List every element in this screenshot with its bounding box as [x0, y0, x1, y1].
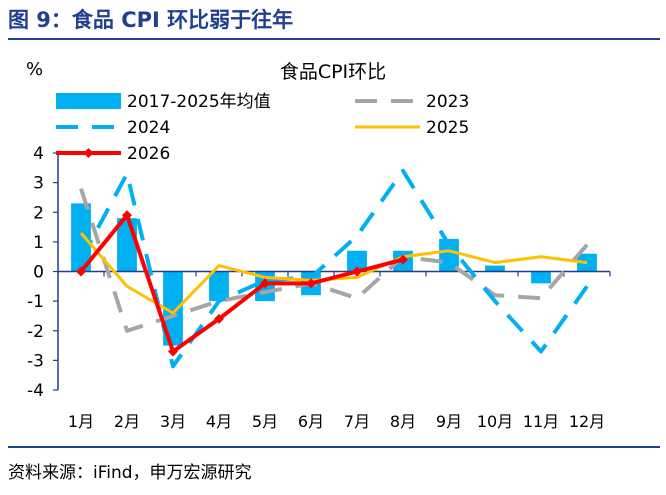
series-line-2024	[79, 168, 589, 369]
legend: 2017-2025年均值 2023 2024 2025 2026	[56, 92, 469, 164]
x-tick-label: 9月	[436, 412, 462, 431]
x-tick-label: 5月	[252, 412, 278, 431]
series-marker-2026	[168, 346, 178, 357]
y-tick-label: -3	[27, 351, 44, 371]
bar-9	[439, 238, 459, 272]
y-tick-label: -1	[27, 292, 44, 312]
x-tick-label: 12月	[569, 412, 605, 431]
series-line-2023	[79, 187, 589, 333]
y-tick-label: -2	[27, 322, 44, 342]
legend-item-2017-2025年均值: 2017-2025年均值	[56, 92, 271, 112]
source-rule	[8, 446, 660, 448]
y-tick-label: -4	[27, 381, 44, 401]
y-tick-label: 1	[33, 233, 44, 253]
series-line-2026	[79, 213, 404, 354]
x-tick-label: 10月	[477, 412, 513, 431]
bar-12	[577, 253, 597, 272]
bar-10	[485, 265, 505, 272]
x-tick-label: 11月	[523, 412, 559, 431]
series-marker-2026	[122, 210, 132, 221]
legend-marker	[83, 148, 94, 158]
bar-4	[209, 271, 229, 302]
legend-label: 2025	[426, 118, 469, 138]
x-tick-label: 6月	[298, 412, 324, 431]
figure-title: 图 9：食品 CPI 环比弱于往年	[8, 8, 294, 32]
x-tick-label: 4月	[206, 412, 232, 431]
chart-title: 食品CPI环比	[280, 61, 386, 83]
y-tick-label: 4	[33, 144, 44, 164]
series-marker-2026	[352, 266, 362, 277]
y-tick-label: 3	[33, 174, 44, 194]
title-rule	[8, 38, 660, 40]
x-tick-label: 3月	[160, 412, 186, 431]
bar-7	[347, 250, 367, 272]
series-marker-2026	[260, 278, 270, 289]
series-marker-2026	[76, 266, 86, 277]
x-tick-label: 8月	[390, 412, 416, 431]
legend-item-2024: 2024	[56, 118, 170, 138]
bar-11	[531, 271, 551, 284]
legend-label: 2017-2025年均值	[127, 92, 271, 112]
lines-layer	[76, 168, 589, 369]
legend-item-2026: 2026	[56, 144, 170, 164]
legend-label: 2026	[127, 144, 170, 164]
legend-label: 2024	[127, 118, 170, 138]
legend-label: 2023	[426, 92, 469, 112]
x-tick-label: 7月	[344, 412, 370, 431]
food-cpi-chart: -4 -3 -2 -1 0 1 2 3 4 1月 2月 3月 4月 5月 6月 7月 8月 9月 10月 11月 12月…	[26, 59, 611, 431]
series-marker-2026	[214, 313, 224, 324]
series-marker-2026	[306, 278, 316, 289]
series-marker-2026	[398, 254, 408, 265]
y-axis-unit: %	[26, 59, 43, 80]
bar-3	[163, 271, 183, 346]
legend-item-2023: 2023	[355, 92, 469, 112]
legend-swatch	[56, 93, 121, 109]
source-note: 资料来源：iFind，申万宏源研究	[8, 463, 252, 483]
x-tick-label: 2月	[114, 412, 140, 431]
y-tick-label: 0	[33, 263, 44, 283]
legend-item-2025: 2025	[355, 118, 469, 138]
y-tick-label: 2	[33, 203, 44, 223]
x-tick-label: 1月	[68, 412, 94, 431]
